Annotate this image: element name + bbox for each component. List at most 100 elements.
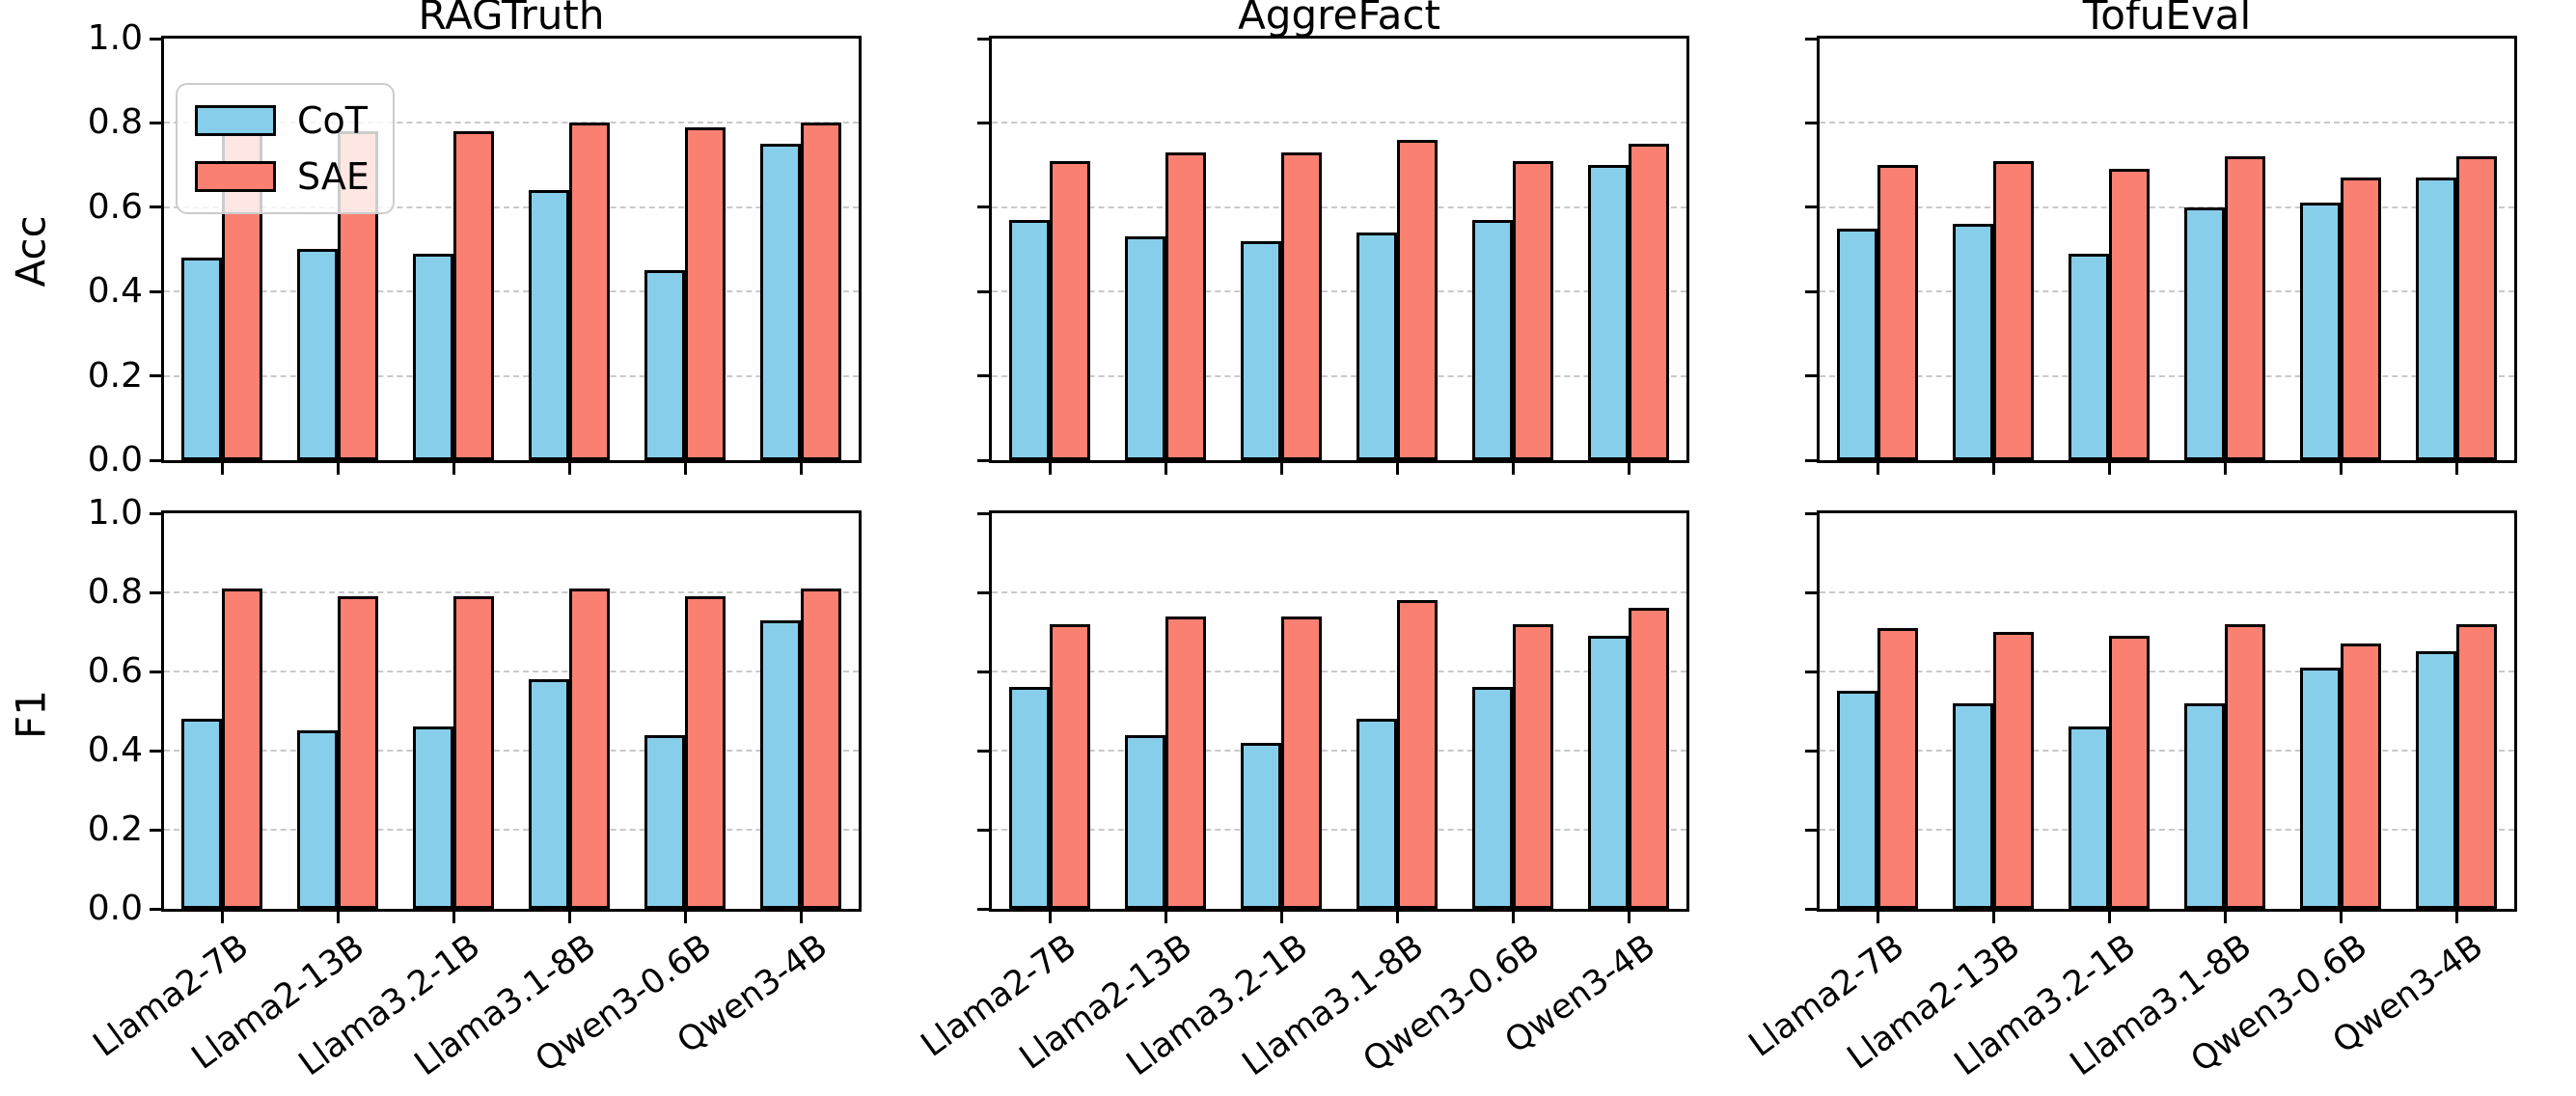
bar-sae-llama3-1-8b [2225,624,2265,909]
x-tick [567,912,571,923]
y-tick-label: 0.2 [87,809,143,849]
x-tick [1164,463,1167,475]
x-tick [1164,912,1167,923]
x-tick [1627,912,1631,923]
bar-sae-llama2-13b [1993,632,2034,909]
bar-cot-qwen3-0-6b [644,735,685,909]
legend-label-sae: SAE [297,155,370,198]
bar-cot-llama3-2-1b [2069,726,2109,909]
y-tick [150,590,161,594]
y-tick [977,289,989,293]
bar-cot-qwen3-4b [2416,651,2456,909]
bar-cot-qwen3-4b [760,620,801,909]
bar-cot-qwen3-0-6b [2300,203,2341,460]
subplot-tofueval-acc: TofuEval [1805,0,2517,475]
gridline [1820,591,2514,593]
bar-cot-llama3-1-8b [529,679,569,909]
bar-sae-llama3-2-1b [453,131,494,460]
bar-sae-llama3-2-1b [2109,636,2150,909]
gridline [992,290,1686,293]
bar-sae-llama3-2-1b [453,596,494,909]
bar-cot-qwen3-0-6b [1472,220,1513,460]
x-tick [799,463,803,475]
bar-sae-llama3-1-8b [2225,156,2265,460]
y-tick [977,907,989,911]
bar-sae-qwen3-0-6b [685,127,726,460]
x-tick [452,463,455,475]
gridline [1820,829,2514,831]
y-tick [1805,670,1817,673]
gridline [992,829,1686,831]
gridline [992,671,1686,672]
gridline [164,206,859,208]
gridline [164,290,859,293]
y-tick [977,458,989,462]
subplot-aggrefact-acc: AggreFact [977,0,1689,475]
bar-cot-llama3-1-8b [1357,233,1397,460]
gridline [164,591,859,593]
gridline [164,829,859,831]
bar-sae-qwen3-4b [801,123,841,460]
bar-sae-llama3-1-8b [569,589,610,909]
x-tick [1048,463,1052,475]
x-tick [1048,912,1052,923]
bar-cot-llama2-13b [1953,224,1993,460]
gridline [164,122,859,124]
y-tick [1805,289,1817,293]
bar-sae-qwen3-4b [2456,624,2497,909]
y-tick-label: 0.8 [87,102,143,143]
gridline [1820,290,2514,293]
x-tick [336,463,340,475]
y-tick [1805,121,1817,124]
y-tick [150,374,161,378]
y-tick-label: 0.4 [87,271,143,312]
bar-cot-qwen3-4b [760,144,801,460]
bar-cot-llama3-1-8b [2184,207,2225,460]
bar-cot-qwen3-4b [2416,178,2456,460]
bar-cot-llama2-7b [1009,220,1050,460]
bar-cot-qwen3-0-6b [1472,687,1513,909]
bar-sae-llama2-7b [222,589,262,909]
bar-sae-llama2-13b [1165,616,1206,909]
y-tick-label: 0.0 [87,440,143,480]
x-tick [220,463,224,475]
legend-item-cot: CoT [195,100,370,141]
x-tick [2454,912,2458,923]
y-tick [977,749,989,753]
y-tick [150,511,161,515]
bar-sae-llama2-13b [338,596,378,909]
y-tick-label: 0.4 [87,730,143,770]
y-tick [150,289,161,293]
x-tick [452,912,455,923]
x-tick [2107,463,2111,475]
y-tick [1805,511,1817,515]
gridline [992,591,1686,593]
x-tick [1991,463,1995,475]
y-tick [150,121,161,124]
x-tick [2223,463,2227,475]
x-tick [1876,463,1879,475]
y-tick [977,121,989,124]
y-tick [150,458,161,462]
x-tick [683,463,687,475]
bar-cot-llama2-13b [1125,735,1165,909]
bar-cot-llama2-13b [1125,236,1165,460]
gridline [164,671,859,672]
y-tick [150,749,161,753]
subplot-tofueval-f1: Llama2-7B Llama2-13B Llama3.2-1B Llama3.1-8… [1742,510,2517,1083]
y-tick [977,670,989,673]
y-tick [977,590,989,594]
bar-sae-llama2-13b [1993,161,2034,460]
gridline [1820,122,2514,124]
bar-sae-llama2-13b [1165,152,1206,460]
y-tick-label: 0.0 [87,889,143,928]
y-tick-label: 0.8 [87,572,143,612]
bar-sae-qwen3-4b [1629,144,1669,460]
gridline [992,206,1686,208]
gridline [1820,671,2514,672]
bar-sae-qwen3-4b [1629,608,1669,909]
x-tick [1279,463,1283,475]
bar-sae-llama3-2-1b [2109,169,2150,460]
y-tick [977,828,989,832]
